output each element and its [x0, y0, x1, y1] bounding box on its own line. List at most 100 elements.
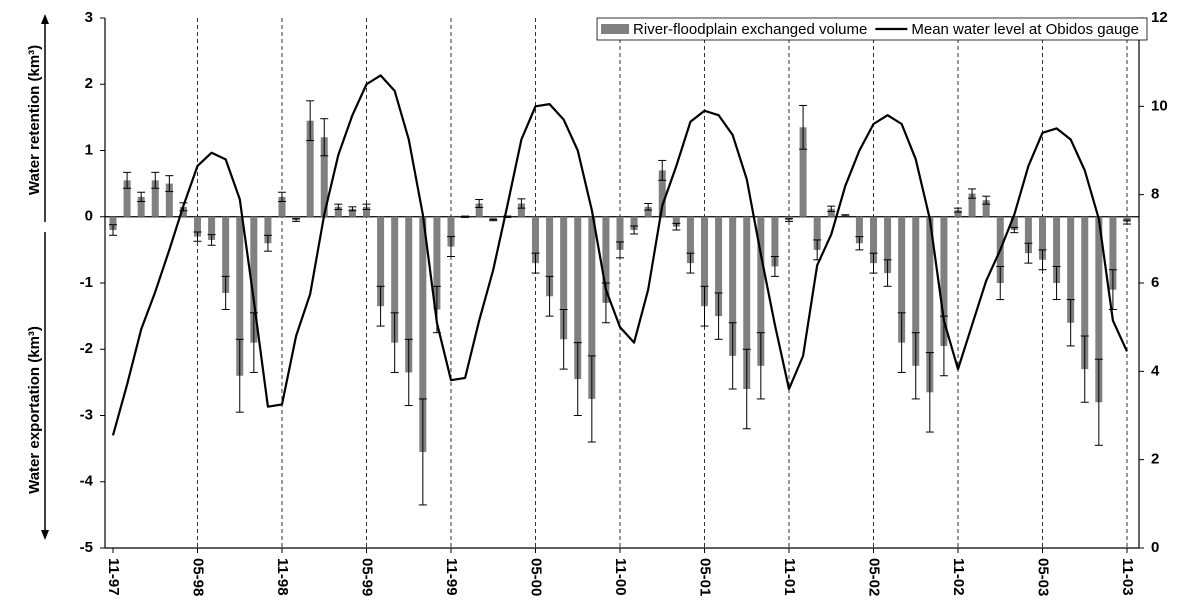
error-bar [418, 398, 427, 506]
error-bar [911, 332, 920, 400]
bar [658, 170, 666, 217]
y-tick-label: -2 [80, 340, 93, 357]
error-bar [982, 195, 991, 205]
bar [1109, 216, 1117, 290]
error-bar [1123, 219, 1131, 225]
bar [278, 196, 286, 217]
error-bar [376, 285, 385, 327]
y-tick-label: 1 [85, 141, 93, 158]
bar [348, 208, 356, 217]
bar [250, 216, 258, 343]
error-bar [348, 206, 357, 212]
bar [222, 216, 230, 293]
bar [912, 216, 920, 366]
bar [813, 216, 821, 250]
x-tick-label: 11-01 [781, 558, 798, 596]
error-bar [855, 236, 864, 251]
bar [701, 216, 708, 307]
bar [982, 200, 990, 217]
bar [391, 216, 399, 343]
error-bar [1080, 335, 1089, 403]
error-bar [869, 252, 878, 274]
error-bar [785, 218, 793, 222]
x-tick-label: 11-98 [274, 558, 291, 596]
error-bar [1108, 269, 1117, 310]
error-bar [644, 203, 653, 211]
bar [151, 180, 159, 217]
error-bar [968, 188, 977, 199]
y2-tick-label: 6 [1151, 274, 1159, 291]
error-bar [714, 292, 723, 340]
bar [532, 216, 539, 264]
error-bar [672, 222, 681, 231]
bar [517, 203, 525, 217]
error-bar [278, 191, 286, 203]
bar [884, 216, 892, 274]
bar [363, 206, 370, 217]
bar [602, 216, 610, 303]
bar [560, 216, 568, 340]
y-tick-label: -4 [80, 473, 94, 490]
bar [194, 216, 201, 237]
error-bar [1066, 299, 1075, 347]
x-tick-group: 05-99 [359, 558, 376, 596]
x-tick-group: 11-02 [950, 558, 967, 596]
bar [644, 206, 652, 217]
error-bar [770, 256, 779, 277]
error-bar [292, 218, 301, 222]
y-axis-label-top: Water retention (km³) [26, 45, 43, 195]
bar [1024, 216, 1032, 254]
error-bar [207, 234, 216, 246]
error-bar [897, 312, 906, 373]
bar [771, 216, 779, 267]
bar [616, 216, 624, 250]
error-bar [1024, 242, 1033, 264]
bar [546, 216, 554, 297]
bar [1095, 216, 1103, 403]
x-tick-group: 05-03 [1035, 558, 1052, 596]
error-bar [193, 231, 202, 242]
y-tick-label: -3 [80, 406, 93, 423]
x-tick-label: 11-99 [443, 558, 460, 596]
x-tick-label: 05-00 [528, 558, 545, 596]
y2-tick-label: 0 [1151, 539, 1159, 556]
x-tick-label: 11-97 [105, 558, 122, 596]
bar [377, 216, 385, 307]
x-tick-group: 05-00 [528, 558, 545, 596]
y2-tick-label: 2 [1151, 451, 1159, 468]
y2-tick-label: 12 [1151, 9, 1168, 26]
error-bar [165, 175, 174, 193]
error-bar [320, 118, 329, 157]
error-bar [1010, 226, 1019, 234]
y2-tick-label: 8 [1151, 186, 1159, 203]
y-tick-label: 2 [85, 75, 93, 92]
x-tick-group: 11-01 [781, 558, 798, 596]
y-tick-label: 3 [85, 9, 93, 26]
bar [672, 216, 680, 227]
bar [1123, 216, 1131, 223]
error-bar [841, 214, 850, 217]
error-bar [1052, 265, 1061, 301]
error-bar [827, 205, 836, 212]
bar [729, 216, 737, 356]
error-bar [658, 159, 667, 181]
bar [1053, 216, 1061, 283]
bar [405, 216, 413, 373]
bar [1081, 216, 1089, 370]
y2-tick-label: 4 [1151, 362, 1160, 379]
error-bar [587, 355, 596, 443]
error-bar [630, 225, 639, 235]
x-tick-group: 11-00 [612, 558, 629, 596]
error-bar [517, 198, 526, 209]
error-bar [799, 104, 808, 150]
bar [208, 216, 216, 240]
legend-key [601, 24, 630, 34]
line [111, 74, 1129, 436]
error-bar [756, 332, 765, 400]
error-bar [489, 218, 498, 222]
error-bar [123, 171, 132, 189]
bar [827, 208, 835, 217]
error-bar [461, 215, 470, 218]
y-tick-label: 0 [85, 208, 93, 225]
